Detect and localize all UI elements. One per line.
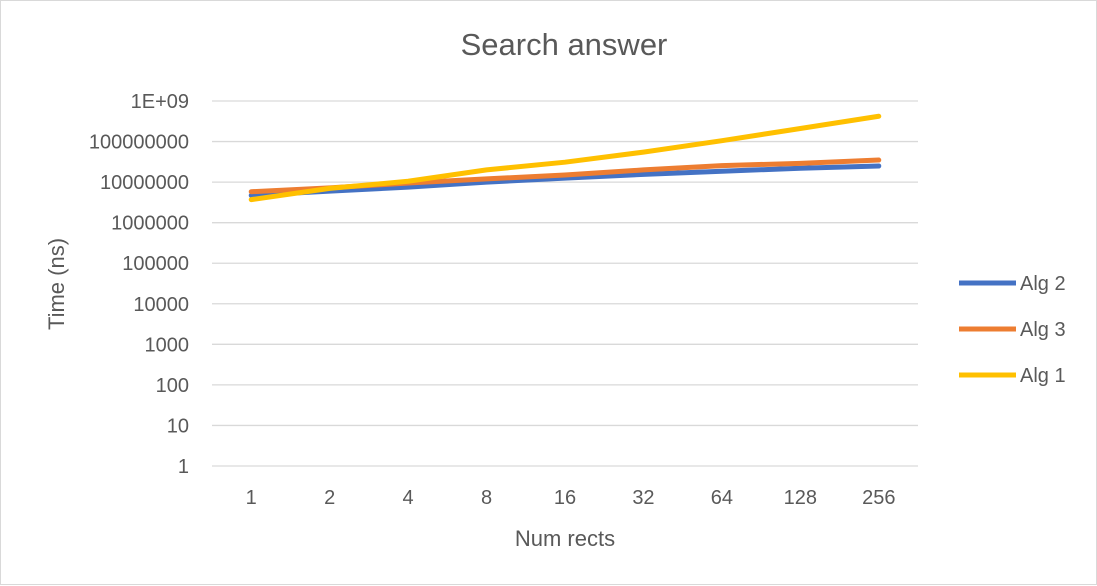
y-tick-label: 100000000 (89, 132, 189, 154)
x-tick-label: 1 (246, 487, 257, 509)
y-tick-label: 1 (178, 456, 189, 478)
y-tick-label: 1000 (145, 334, 190, 356)
y-tick-label: 100000 (122, 253, 189, 275)
legend-label: Alg 1 (1020, 365, 1066, 387)
x-tick-label: 256 (862, 487, 895, 509)
y-axis-title: Time (ns) (44, 238, 69, 330)
x-axis-tick-labels: 1 2 4 8 16 32 64 128 256 (246, 487, 896, 509)
y-tick-label: 1E+09 (131, 91, 189, 113)
x-tick-label: 2 (324, 487, 335, 509)
legend-label: Alg 2 (1020, 273, 1066, 295)
gridlines (212, 100, 918, 467)
x-tick-label: 16 (554, 487, 576, 509)
x-tick-label: 4 (403, 487, 414, 509)
series-line-alg-1 (248, 113, 882, 203)
y-tick-label: 10000000 (100, 172, 189, 194)
legend: Alg 2 Alg 3 Alg 1 (959, 273, 1066, 387)
legend-label: Alg 3 (1020, 319, 1066, 341)
series-lines (248, 113, 882, 203)
y-axis-tick-labels: 1 10 100 1000 10000 100000 1000000 10000000 1000… (89, 91, 189, 478)
x-tick-label: 32 (632, 487, 654, 509)
chart-title: Search answer (461, 27, 668, 62)
y-tick-label: 10000 (133, 294, 189, 316)
y-tick-label: 1000000 (111, 213, 189, 235)
y-tick-label: 10 (167, 415, 189, 437)
x-tick-label: 128 (784, 487, 817, 509)
series-line-alg-2 (248, 163, 882, 198)
x-tick-label: 64 (711, 487, 733, 509)
y-tick-label: 100 (156, 375, 189, 397)
x-tick-label: 8 (481, 487, 492, 509)
x-axis-title: Num rects (515, 526, 615, 551)
